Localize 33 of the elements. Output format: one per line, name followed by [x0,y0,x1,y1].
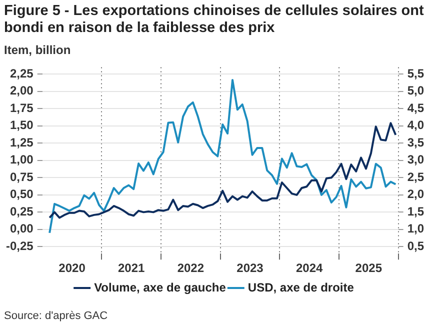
y2-tick-label: 1,0 [407,222,424,236]
x-tick-label: 2021 [118,261,146,276]
y-axis-title: Item, billion [4,43,71,57]
x-tick-label: 2020 [58,261,86,276]
y2-tick-label: 5,0 [407,84,424,98]
y-tick-label: 1,50 [10,118,34,132]
y2-tick-label: 3,0 [407,152,424,167]
y-tick-label: 1,00 [10,152,34,167]
legend-label: USD, axe de droite [248,280,354,294]
y-tick-label: 0,00 [10,222,34,236]
x-tick-label: 2024 [296,261,323,276]
y2-tick-label: 2,5 [407,170,424,184]
y2-tick-label: 1,5 [407,204,424,218]
y2-tick-label: 5,5 [407,66,424,80]
y2-tick-label: 2,0 [407,187,424,202]
x-tick-label: 2025 [355,261,382,276]
y-tick-label: -0,25 [6,239,34,254]
y2-tick-label: 3,5 [407,135,424,150]
y-tick-label: 2,00 [10,84,34,98]
x-tick-label: 2022 [177,261,204,276]
y-tick-label: 2,25 [10,66,34,80]
y-tick-label: 0,50 [10,187,34,202]
x-tick-label: 2023 [236,261,264,276]
y-tick-label: 0,25 [10,204,34,218]
chart-title: Figure 5 - Les exportations chinoises de cellules solaires ont bondi en raison de la faiblesse des prix [4,3,425,37]
y-tick-label: 0,75 [10,170,34,184]
y-tick-label: 1,75 [10,100,34,115]
y-tick-label: 1,25 [10,135,34,150]
source-note: Source: d'après GAC [4,310,108,322]
y2-tick-label: 4,0 [407,118,424,132]
legend-label: Volume, axe de gauche [94,280,226,294]
y2-tick-label: 0,5 [407,239,424,254]
y2-tick-label: 4,5 [407,100,424,115]
